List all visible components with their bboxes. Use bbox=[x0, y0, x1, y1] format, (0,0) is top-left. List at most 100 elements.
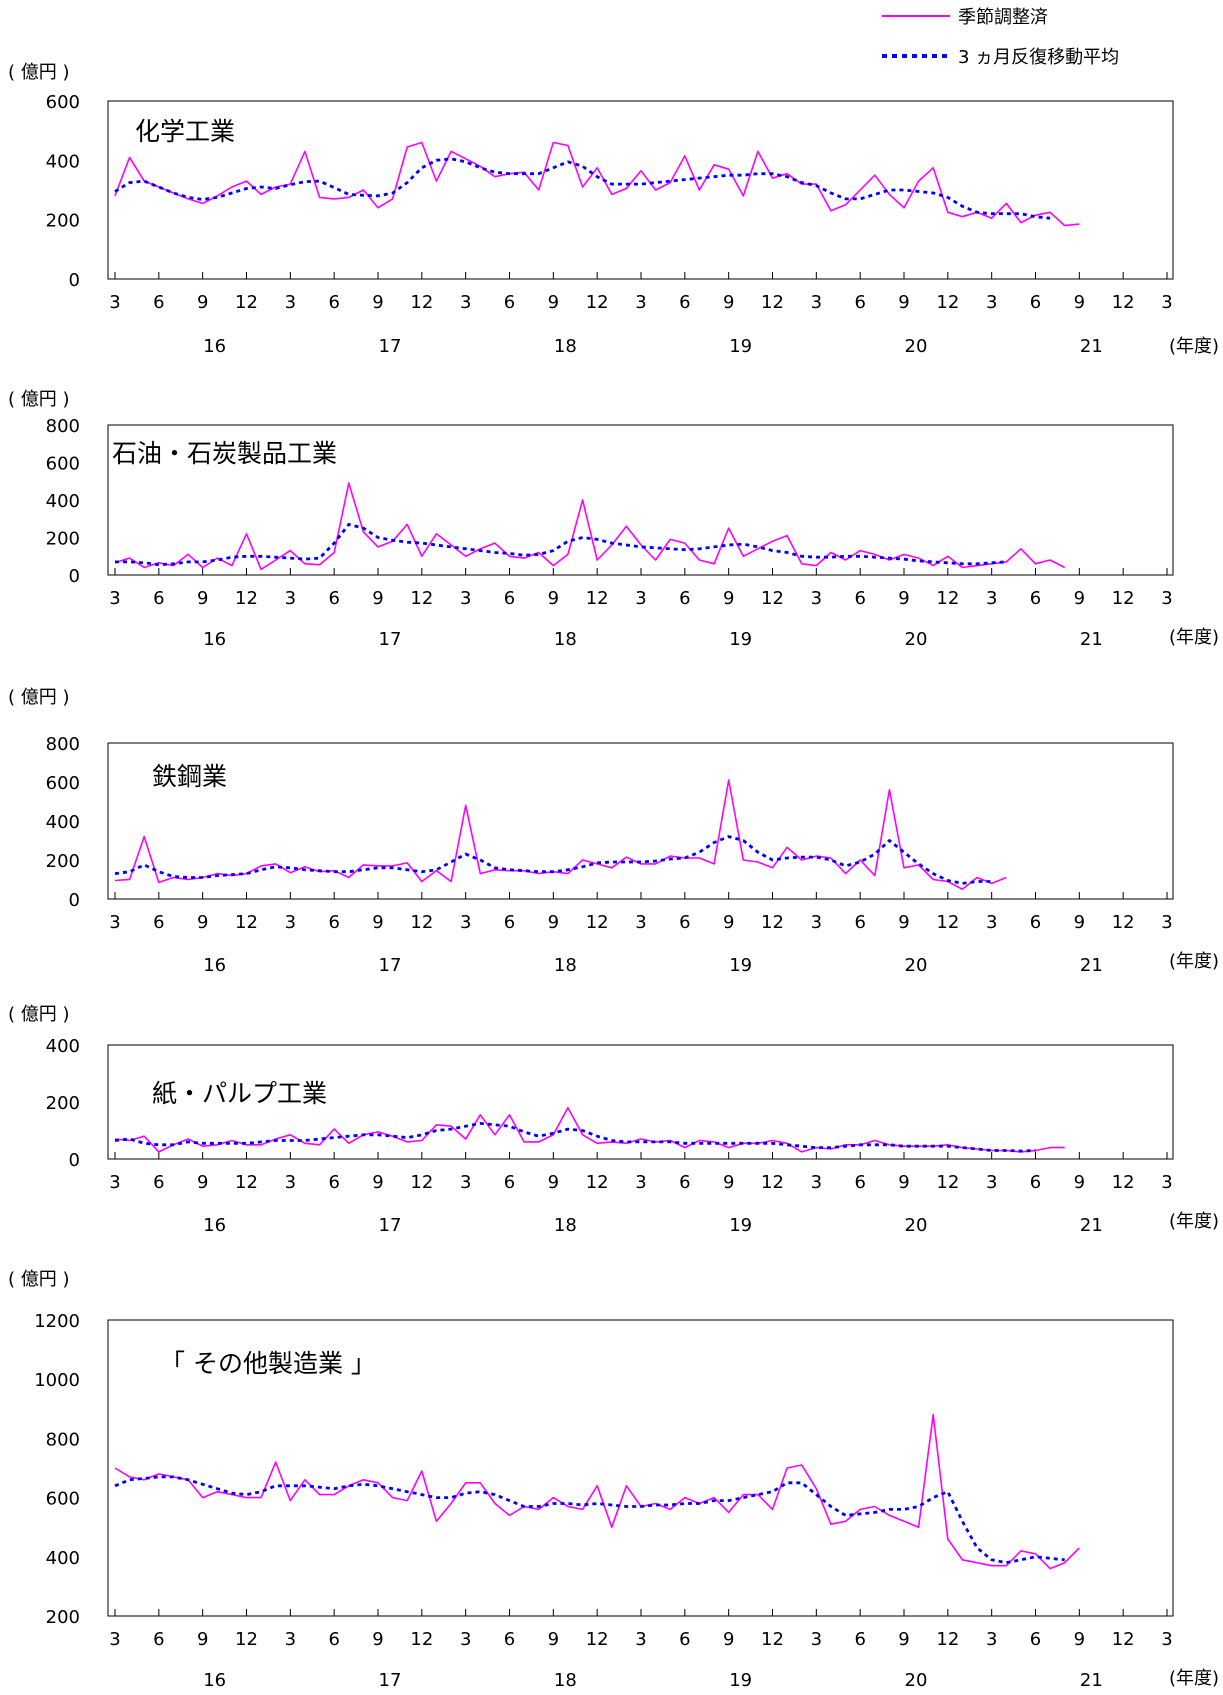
x-tick-label: 12 bbox=[410, 912, 433, 933]
plot-frame bbox=[107, 100, 1174, 280]
x-year-label: 16 bbox=[203, 629, 226, 650]
x-tick-label: 6 bbox=[854, 292, 865, 313]
x-tick-label: 6 bbox=[153, 588, 164, 609]
x-year-label: 18 bbox=[554, 336, 577, 357]
y-tick-label: 200 bbox=[46, 1607, 80, 1628]
y-tick-label: 200 bbox=[46, 529, 80, 550]
chart-title: 化学工業 bbox=[135, 117, 235, 146]
x-tick-label: 3 bbox=[1161, 1172, 1172, 1193]
x-tick-label: 9 bbox=[1074, 1172, 1085, 1193]
x-tick-label: 12 bbox=[936, 1629, 959, 1650]
x-tick-label: 9 bbox=[548, 1172, 559, 1193]
x-tick-label: 3 bbox=[635, 912, 646, 933]
x-tick-label: 3 bbox=[460, 588, 471, 609]
x-tick-label: 12 bbox=[761, 1172, 784, 1193]
x-tick-label: 3 bbox=[1161, 292, 1172, 313]
y-tick-label: 600 bbox=[46, 92, 80, 113]
x-year-label: 20 bbox=[905, 955, 928, 976]
y-tick-label: 400 bbox=[46, 1548, 80, 1569]
x-year-label: 19 bbox=[729, 955, 752, 976]
x-tick-label: 6 bbox=[1030, 1629, 1041, 1650]
x-tick-label: 3 bbox=[285, 292, 296, 313]
y-tick-label: 1000 bbox=[34, 1370, 80, 1391]
x-tick-label: 12 bbox=[586, 1172, 609, 1193]
x-tick-label: 3 bbox=[285, 1629, 296, 1650]
y-tick-label: 400 bbox=[46, 812, 80, 833]
x-tick-label: 9 bbox=[372, 912, 383, 933]
x-tick-label: 3 bbox=[986, 588, 997, 609]
x-tick-label: 12 bbox=[235, 588, 258, 609]
x-tick-label: 3 bbox=[109, 912, 120, 933]
x-tick-label: 9 bbox=[548, 292, 559, 313]
x-tick-label: 3 bbox=[460, 912, 471, 933]
x-tick-label: 12 bbox=[1112, 292, 1135, 313]
x-tick-label: 12 bbox=[586, 588, 609, 609]
x-tick-label: 12 bbox=[410, 292, 433, 313]
x-tick-label: 12 bbox=[586, 912, 609, 933]
x-tick-label: 9 bbox=[548, 588, 559, 609]
x-tick-label: 6 bbox=[1030, 1172, 1041, 1193]
x-tick-label: 6 bbox=[153, 912, 164, 933]
y-tick-label: 1200 bbox=[34, 1311, 80, 1332]
x-tick-label: 3 bbox=[811, 292, 822, 313]
chart-title: 鉄鋼業 bbox=[152, 762, 227, 791]
x-tick-label: 3 bbox=[460, 1629, 471, 1650]
x-tick-label: 3 bbox=[635, 588, 646, 609]
series-line-seasonal bbox=[114, 1413, 1080, 1570]
x-tick-label: 6 bbox=[328, 588, 339, 609]
x-year-label: 21 bbox=[1080, 336, 1103, 357]
x-tick-label: 6 bbox=[679, 292, 690, 313]
x-tick-label: 3 bbox=[986, 292, 997, 313]
x-tick-label: 3 bbox=[109, 1172, 120, 1193]
x-tick-label: 9 bbox=[197, 1172, 208, 1193]
chart-panel: ( 億円 ) 200 400 600 800 1000 1200 「 その他製造業 」 3 6 9 1… bbox=[8, 1269, 1219, 1691]
x-tick-label: 9 bbox=[548, 1629, 559, 1650]
legend-label-seasonal: 季節調整済 bbox=[958, 7, 1048, 28]
x-year-label: 17 bbox=[379, 336, 402, 357]
x-tick-label: 12 bbox=[761, 588, 784, 609]
y-tick-label: 200 bbox=[46, 851, 80, 872]
x-tick-label: 9 bbox=[723, 588, 734, 609]
x-tick-label: 3 bbox=[460, 292, 471, 313]
x-tick-label: 3 bbox=[460, 1172, 471, 1193]
x-tick-label: 12 bbox=[1112, 588, 1135, 609]
x-tick-label: 6 bbox=[504, 292, 515, 313]
y-tick-label: 0 bbox=[69, 890, 80, 911]
x-tick-label: 3 bbox=[811, 1629, 822, 1650]
legend-label-moving-average: 3 ヵ月反復移動平均 bbox=[958, 47, 1119, 68]
x-year-label: 21 bbox=[1080, 629, 1103, 650]
x-axis-unit-label: (年度) bbox=[1169, 627, 1219, 648]
x-year-label: 17 bbox=[379, 1215, 402, 1236]
x-tick-label: 9 bbox=[1074, 912, 1085, 933]
x-tick-label: 3 bbox=[635, 1629, 646, 1650]
y-axis-unit-label: ( 億円 ) bbox=[8, 1269, 70, 1290]
chart-panel: ( 億円 ) 0 200 400 紙・パルプ工業 3 6 9 12 3 6 9 12 3 6 9 12 3 6 9 12… bbox=[8, 1004, 1219, 1236]
x-tick-label: 12 bbox=[936, 292, 959, 313]
x-tick-label: 12 bbox=[410, 588, 433, 609]
x-year-label: 16 bbox=[203, 1215, 226, 1236]
x-year-label: 21 bbox=[1080, 1670, 1103, 1691]
x-tick-label: 6 bbox=[504, 912, 515, 933]
series-line-seasonal bbox=[114, 1106, 1065, 1153]
x-tick-label: 12 bbox=[761, 1629, 784, 1650]
x-tick-label: 12 bbox=[761, 912, 784, 933]
series-line-moving-average bbox=[114, 835, 992, 885]
x-tick-label: 9 bbox=[898, 292, 909, 313]
x-tick-label: 3 bbox=[285, 588, 296, 609]
x-tick-label: 3 bbox=[285, 1172, 296, 1193]
x-year-label: 20 bbox=[905, 1670, 928, 1691]
x-tick-label: 12 bbox=[235, 292, 258, 313]
x-tick-label: 6 bbox=[504, 1629, 515, 1650]
x-tick-label: 6 bbox=[679, 912, 690, 933]
series-line-seasonal bbox=[114, 482, 1066, 571]
x-tick-label: 12 bbox=[235, 1629, 258, 1650]
x-tick-label: 9 bbox=[898, 912, 909, 933]
chart-title: 紙・パルプ工業 bbox=[152, 1079, 327, 1108]
x-tick-label: 9 bbox=[372, 292, 383, 313]
x-tick-label: 12 bbox=[761, 292, 784, 313]
x-tick-label: 9 bbox=[372, 1172, 383, 1193]
x-tick-label: 9 bbox=[197, 912, 208, 933]
chart-panel: ( 億円 ) 0 200 400 600 800 鉄鋼業 3 6 9 12 3 6 9 12 3 6 9 12 3 6 9… bbox=[8, 687, 1219, 976]
chart-title: 石油・石炭製品工業 bbox=[112, 439, 337, 468]
